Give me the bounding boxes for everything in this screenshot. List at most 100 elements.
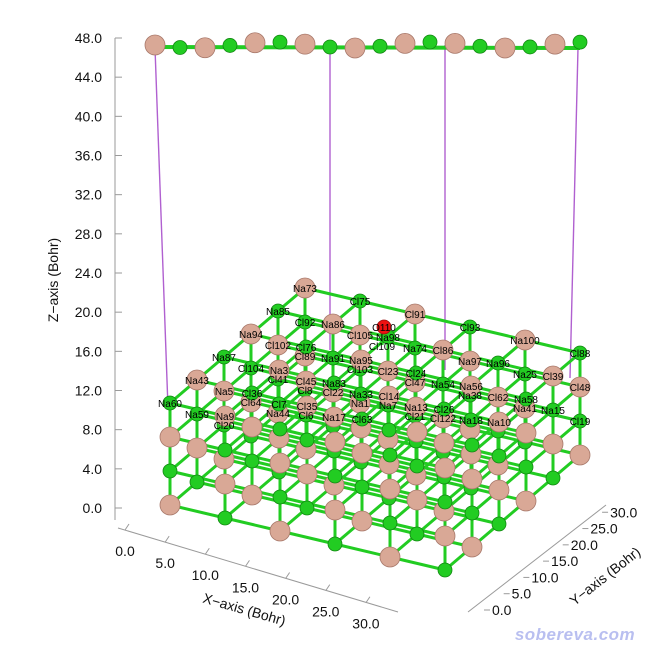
atom-label: Cl64 <box>241 398 262 409</box>
cl-atom <box>272 489 288 505</box>
na-atom <box>379 478 401 500</box>
atom-label: Cl19 <box>570 417 591 428</box>
cl-atom <box>162 395 178 411</box>
atom-label: Na100 <box>510 336 540 347</box>
na-atom <box>461 468 483 490</box>
cl-atom <box>189 474 205 490</box>
cl-atom <box>243 360 259 376</box>
na-atom <box>542 433 564 455</box>
na-atom <box>268 359 290 381</box>
atom-label: Cl7 <box>271 400 286 411</box>
cl-atom <box>322 39 338 55</box>
atom-label: Na58 <box>514 395 538 406</box>
y-axis-ticks: 0.05.010.015.020.025.030.0 <box>484 504 638 618</box>
atom-label: Na60 <box>158 399 182 410</box>
z-tick-label: 24.0 <box>75 265 102 281</box>
periodic-link <box>569 47 579 379</box>
atom-label: Na56 <box>459 382 483 393</box>
y-tick-label: 0.0 <box>492 602 512 618</box>
cl-atom <box>354 411 370 427</box>
atom-label: Cl88 <box>570 349 591 360</box>
x-tick-mark <box>164 535 170 543</box>
na-atom <box>267 334 289 356</box>
bond <box>154 45 581 50</box>
na-atom <box>241 484 263 506</box>
na-atom <box>241 416 263 438</box>
na-atom <box>406 489 428 511</box>
cl-atom <box>189 406 205 422</box>
na-atom <box>194 37 216 59</box>
o-atom <box>376 319 392 335</box>
x-tick-mark <box>365 596 371 604</box>
cl-atom <box>472 38 488 54</box>
na-atom <box>515 490 537 512</box>
atom-label: Cl41 <box>268 375 289 386</box>
x-tick-label: 10.0 <box>192 567 219 583</box>
cl-atom <box>545 402 561 418</box>
atom-label: Na44 <box>266 409 290 420</box>
cl-atom <box>325 350 341 366</box>
na-atom <box>344 37 366 59</box>
cl-atom <box>463 412 479 428</box>
cl-atom <box>407 340 423 356</box>
na-atom <box>542 365 564 387</box>
na-atom <box>269 452 291 474</box>
z-tick-label: 28.0 <box>75 226 102 242</box>
atom-label: Cl6 <box>298 411 313 422</box>
atom-label: Na94 <box>239 330 263 341</box>
na-atom <box>379 546 401 568</box>
na-atom <box>434 525 456 547</box>
cl-atom <box>436 401 452 417</box>
cl-atom <box>409 458 425 474</box>
z-tick-label: 40.0 <box>75 108 102 124</box>
cl-atom <box>352 293 368 309</box>
atoms <box>144 32 591 578</box>
atom-label: Cl36 <box>242 389 263 400</box>
x-axis-ticks: 0.0 5.0 10.0 15.0 20.0 25.0 30.0 <box>115 523 380 632</box>
cl-atom <box>408 365 424 381</box>
na-atom <box>159 426 181 448</box>
atom-label: Na9 <box>216 412 235 423</box>
atom-labels: O110 Cl109 Na73 Cl75 Na85 Cl91 Cl92 Na86 Cl93 Na9… <box>158 284 591 432</box>
x-tick-label: 30.0 <box>352 616 379 632</box>
atom-label: Cl39 <box>543 372 564 383</box>
z-tick-label: 20.0 <box>75 304 102 320</box>
na-atom <box>350 349 372 371</box>
cl-atom <box>298 339 314 355</box>
na-atom <box>461 536 483 558</box>
cl-atom <box>299 500 315 516</box>
atom-label: Na7 <box>379 401 398 412</box>
cl-atom <box>437 562 453 578</box>
z-tick-label: 8.0 <box>83 422 103 438</box>
cl-atom <box>272 34 288 50</box>
cl-atom <box>354 479 370 495</box>
cl-atom <box>271 396 287 412</box>
na-atom <box>269 520 291 542</box>
atom-label: Na54 <box>431 380 455 391</box>
cl-atom <box>216 349 232 365</box>
molecule-atom-label: Cl109 <box>369 342 396 353</box>
na-atom <box>405 396 427 418</box>
cl-atom <box>462 319 478 335</box>
atom-label: Cl8 <box>297 386 312 397</box>
na-atom <box>515 422 537 444</box>
cl-atom <box>327 536 343 552</box>
z-tick-label: 16.0 <box>75 343 102 359</box>
atom-label: Na5 <box>215 387 234 398</box>
na-atom <box>296 463 318 485</box>
cl-atom <box>299 432 315 448</box>
cl-atom <box>270 303 286 319</box>
cl-atom <box>490 355 506 371</box>
cl-atom <box>409 526 425 542</box>
x-tick-label: 20.0 <box>272 591 299 607</box>
atom-label: Cl35 <box>297 402 318 413</box>
na-atom <box>351 510 373 532</box>
cl-atom <box>464 505 480 521</box>
atom-label: Na1 <box>351 399 370 410</box>
atom-label: Cl93 <box>460 323 481 334</box>
z-axis-title: Z−axis (Bohr) <box>45 238 61 322</box>
atom-label: Na74 <box>403 344 427 355</box>
na-atom <box>378 385 400 407</box>
